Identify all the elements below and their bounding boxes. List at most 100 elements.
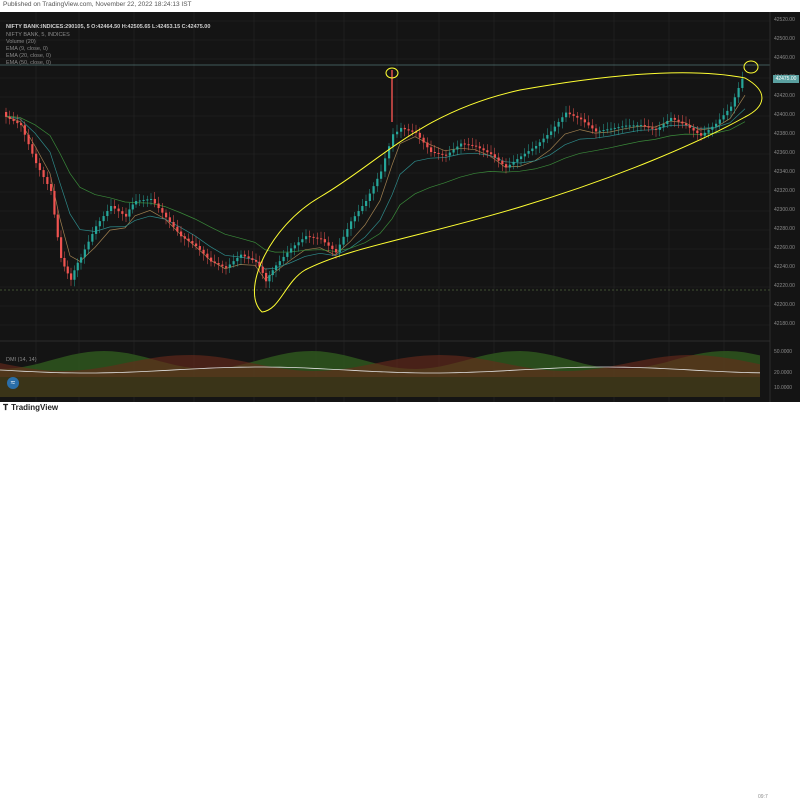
candle: [323, 239, 326, 243]
candle: [217, 263, 220, 265]
candle: [516, 159, 519, 162]
candle: [418, 132, 421, 138]
price-tick: 42200.00: [774, 302, 795, 308]
candle: [16, 121, 19, 124]
candle: [135, 201, 138, 205]
price-tick: 42420.00: [774, 93, 795, 99]
candle: [202, 249, 205, 254]
candle: [696, 130, 699, 134]
candle: [320, 238, 323, 240]
candle: [505, 164, 508, 168]
candle: [80, 257, 83, 263]
price-tick: 42180.00: [774, 321, 795, 327]
candle: [146, 199, 149, 201]
candle: [396, 131, 399, 135]
candle: [643, 125, 646, 127]
candle: [583, 119, 586, 123]
symbol-header: NIFTY BANK:INDICES:290105, 5 O:42464.50 …: [6, 24, 211, 30]
candle: [737, 87, 740, 98]
candle: [688, 125, 691, 128]
dmi-pane: [0, 351, 761, 397]
candle: [183, 236, 186, 239]
volume-label[interactable]: Volume (20): [6, 39, 36, 45]
candle: [463, 143, 466, 145]
candle: [221, 264, 224, 267]
candle: [350, 221, 353, 230]
candle: [460, 143, 463, 147]
ema50-label[interactable]: EMA (50, close, 0): [6, 60, 51, 66]
tradingview-mark-icon: 𝐓: [3, 403, 9, 412]
candle: [557, 121, 560, 127]
price-tick: 42240.00: [774, 264, 795, 270]
candle: [327, 242, 330, 246]
candle: [602, 130, 605, 132]
dmi-tick: 10.0000: [774, 385, 793, 391]
candle: [261, 266, 264, 273]
price-tick: 42520.00: [774, 17, 795, 23]
candle: [331, 245, 334, 250]
candle: [187, 238, 190, 242]
candle: [632, 125, 635, 127]
candle: [576, 115, 579, 118]
candle: [621, 126, 624, 128]
candle: [610, 128, 613, 130]
published-text: Published on TradingView.com, November 2…: [3, 1, 192, 8]
candle: [426, 142, 429, 148]
candle: [113, 206, 116, 209]
candle: [243, 254, 246, 257]
chart-area[interactable]: NIFTY BANK:INDICES:290105, 5 O:42464.50 …: [0, 12, 800, 409]
candle: [430, 147, 433, 153]
candle: [486, 150, 489, 153]
candle: [195, 243, 198, 247]
candle: [553, 126, 556, 132]
candle: [715, 123, 718, 127]
candle: [297, 242, 300, 246]
last-price-badge: 42475.00: [773, 75, 799, 83]
candle: [346, 229, 349, 237]
tradingview-logo-icon[interactable]: ≈: [7, 377, 19, 389]
candle: [56, 214, 59, 238]
ema20-label[interactable]: EMA (20, close, 0): [6, 53, 51, 59]
candle: [271, 270, 274, 276]
candle: [523, 153, 526, 157]
ema9-label[interactable]: EMA (9, close, 0): [6, 46, 48, 52]
candle: [210, 257, 213, 262]
candle: [658, 126, 661, 130]
price-tick: 42260.00: [774, 245, 795, 251]
candlestick-chart[interactable]: [0, 12, 800, 402]
candle: [640, 125, 643, 127]
candle: [700, 133, 703, 136]
candle: [565, 112, 568, 118]
candle: [38, 163, 41, 171]
candle: [176, 226, 179, 232]
dmi-label[interactable]: DMI (14, 14): [6, 357, 37, 363]
candle: [512, 161, 515, 165]
candle: [87, 241, 90, 250]
candle: [131, 204, 134, 210]
candle: [520, 156, 523, 160]
candle: [613, 127, 616, 129]
candle: [595, 128, 598, 132]
candle: [662, 123, 665, 127]
candle: [606, 129, 609, 131]
candle: [335, 249, 338, 253]
price-tick: 42340.00: [774, 169, 795, 175]
candle: [587, 122, 590, 126]
candle: [527, 151, 530, 154]
candle: [478, 146, 481, 149]
candle: [35, 153, 38, 164]
candle: [338, 244, 341, 253]
price-tick: 42400.00: [774, 112, 795, 118]
candle: [411, 130, 414, 132]
candle: [240, 254, 243, 258]
price-tick: 42320.00: [774, 188, 795, 194]
candle: [213, 261, 216, 264]
candle: [508, 164, 511, 168]
candle: [733, 97, 736, 107]
ema-9-line: [4, 95, 746, 280]
candle: [456, 146, 459, 150]
candle: [368, 193, 371, 202]
publish-bar: Published on TradingView.com, November 2…: [0, 0, 800, 12]
candle: [312, 236, 315, 238]
candle: [268, 275, 271, 282]
